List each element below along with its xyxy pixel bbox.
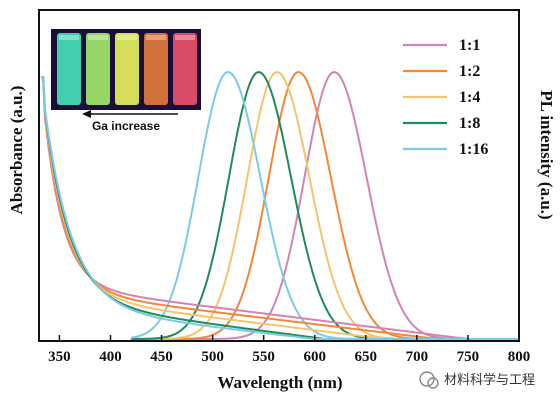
x-tick-label: 700 (406, 349, 429, 365)
pl-curve-1-2 (130, 70, 519, 340)
ga-increase-arrowhead (82, 110, 91, 118)
vial-cap (146, 35, 166, 40)
vials (57, 33, 197, 105)
x-tick-label: 350 (48, 349, 71, 365)
vial-cap (117, 35, 137, 40)
legend-label: 1:1 (459, 37, 480, 54)
pl-curve-1-8 (130, 71, 519, 340)
watermark-text: 材料科学与工程 (444, 372, 535, 388)
legend-label: 1:8 (459, 115, 480, 132)
inset-caption: Ga increase (92, 119, 160, 133)
x-ticks: 350 400 450 500 550 600 650 700 750 800 (48, 335, 530, 365)
plot-frame (38, 9, 520, 342)
absorbance-curve-1-16 (41, 76, 519, 340)
pl-curve-1-16 (130, 71, 519, 340)
legend-label: 1:16 (459, 141, 488, 158)
x-tick-label: 450 (150, 349, 173, 365)
x-tick-label: 600 (303, 349, 326, 365)
x-tick-label: 500 (201, 349, 224, 365)
legend-label: 1:4 (459, 89, 480, 106)
absorbance-curves (41, 76, 519, 340)
vial-cap (59, 35, 79, 40)
legend-label: 1:2 (459, 63, 480, 80)
x-tick-label: 550 (252, 349, 275, 365)
pl-curve-1-4 (130, 71, 519, 340)
x-tick-label: 750 (457, 349, 480, 365)
x-axis-label: Wavelength (nm) (217, 373, 342, 392)
vial (173, 33, 197, 105)
y-axis-label-right: PL intensity (a.u.) (537, 90, 556, 219)
vial (115, 33, 139, 105)
pl-curve-1-1 (130, 71, 519, 340)
legend: 1:1 1:2 1:4 1:8 1:16 (403, 37, 488, 158)
watermark-logo-icon-inner (427, 377, 439, 389)
x-tick-label: 650 (355, 349, 378, 365)
watermark: 材料科学与工程 (419, 371, 535, 389)
vial-cap (175, 35, 195, 40)
vial (57, 33, 81, 105)
x-tick-label: 800 (508, 349, 531, 365)
absorbance-curve-1-1 (41, 76, 519, 340)
y-axis-label-left: Absorbance (a.u.) (7, 86, 26, 215)
vial (144, 33, 168, 105)
vial-cap (88, 35, 108, 40)
x-tick-label: 400 (99, 349, 122, 365)
pl-curves (130, 70, 519, 340)
inset-photo: Ga increase (51, 29, 201, 133)
vial (86, 33, 110, 105)
watermark-logo-icon (419, 371, 435, 387)
